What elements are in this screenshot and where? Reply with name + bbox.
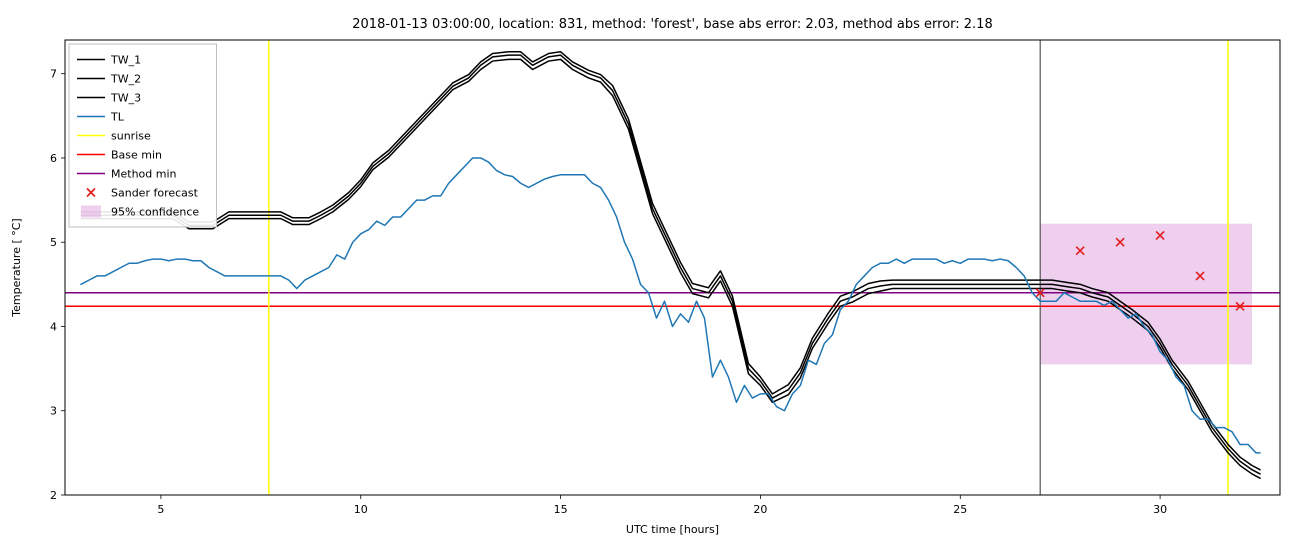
ytick-label: 5 — [50, 236, 57, 249]
legend-label: Base min — [111, 149, 162, 162]
xtick-label: 30 — [1153, 503, 1167, 516]
chart-title: 2018-01-13 03:00:00, location: 831, meth… — [352, 17, 992, 32]
legend-swatch-patch — [81, 206, 101, 218]
chart-svg: 5 10 15 20 25 30 2 3 4 5 6 7 UTC time [hours] Tempera… — [0, 0, 1302, 547]
legend-label: sunrise — [111, 130, 151, 143]
xtick-label: 5 — [157, 503, 164, 516]
confidence-rect — [1040, 224, 1252, 365]
ytick-label: 4 — [50, 320, 57, 333]
legend-label: Sander forecast — [111, 187, 199, 200]
ytick-label: 7 — [50, 68, 57, 81]
legend-label: TW_3 — [110, 92, 141, 105]
xtick-label: 20 — [753, 503, 767, 516]
xtick-label: 15 — [554, 503, 568, 516]
legend: TW_1 TW_2 TW_3 TL sunrise Base min Method min S… — [69, 44, 217, 227]
legend-label: 95% confidence — [111, 206, 199, 219]
chart-container: 5 10 15 20 25 30 2 3 4 5 6 7 UTC time [hours] Tempera… — [0, 0, 1302, 547]
xtick-label: 25 — [953, 503, 967, 516]
legend-label: Method min — [111, 168, 177, 181]
ytick-label: 2 — [50, 489, 57, 502]
xtick-label: 10 — [354, 503, 368, 516]
legend-label: TW_2 — [110, 73, 141, 86]
ylabel: Temperature [ °C] — [10, 218, 23, 317]
xlabel: UTC time [hours] — [626, 523, 719, 536]
ytick-label: 6 — [50, 152, 57, 165]
legend-label: TW_1 — [110, 54, 141, 67]
ytick-label: 3 — [50, 405, 57, 418]
legend-label: TL — [110, 111, 125, 124]
